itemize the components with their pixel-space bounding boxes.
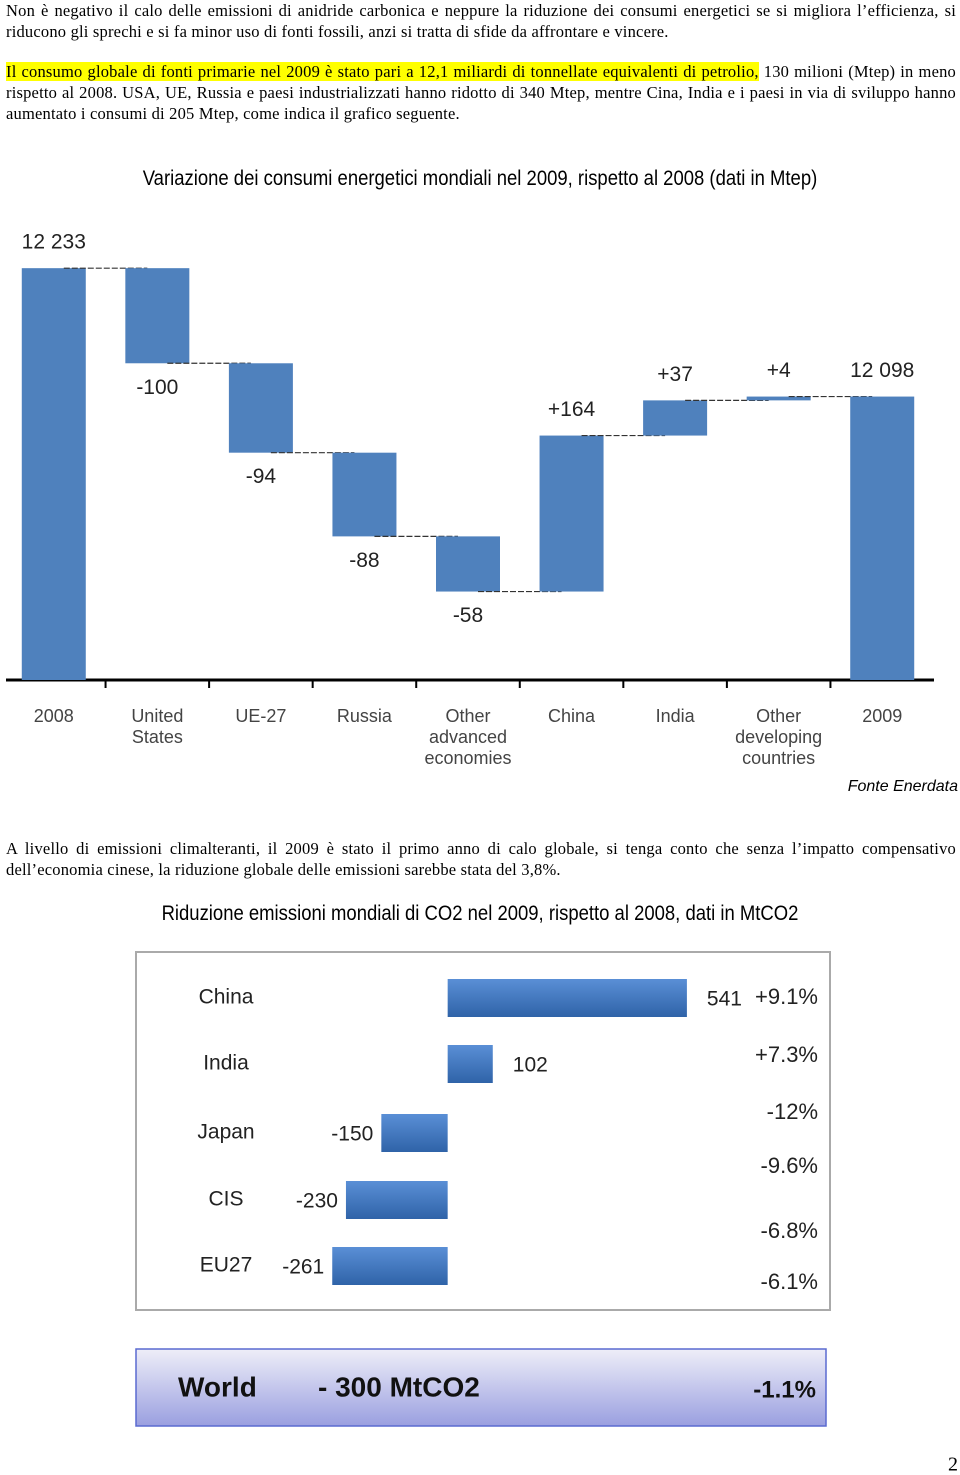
x-tick-label: India bbox=[655, 706, 695, 726]
highlighted-text: Il consumo globale di fonti primarie nel… bbox=[6, 62, 759, 81]
summary-label: World bbox=[178, 1371, 257, 1402]
y-tick-label: Japan bbox=[197, 1121, 254, 1144]
page-number: 2 bbox=[948, 1454, 958, 1475]
value-label: -88 bbox=[349, 549, 379, 572]
y-tick-label: China bbox=[199, 986, 254, 1009]
bar bbox=[436, 536, 500, 592]
annotation: +9.1% bbox=[755, 984, 818, 1009]
annotation: -6.1% bbox=[761, 1269, 818, 1294]
bar bbox=[643, 400, 708, 436]
bar bbox=[345, 1181, 448, 1219]
value-label: -261 bbox=[282, 1256, 324, 1279]
value-label: 102 bbox=[513, 1054, 548, 1077]
value-label: -58 bbox=[453, 604, 483, 627]
source: Fonte Enerdata bbox=[848, 778, 958, 795]
value-label: -150 bbox=[331, 1123, 373, 1146]
bar bbox=[539, 435, 604, 592]
bar bbox=[125, 268, 190, 364]
chart-title: Variazione dei consumi energetici mondia… bbox=[142, 167, 818, 190]
y-tick-label: CIS bbox=[208, 1188, 243, 1211]
bar bbox=[850, 396, 915, 680]
x-tick-label: United States bbox=[131, 706, 184, 747]
x-tick-label: UE-27 bbox=[235, 706, 287, 726]
summary-box bbox=[135, 1348, 827, 1427]
value-label: +4 bbox=[767, 359, 791, 382]
value-label: +164 bbox=[548, 398, 596, 421]
bar bbox=[332, 1247, 448, 1285]
bar bbox=[21, 268, 86, 680]
value-label: -100 bbox=[136, 376, 178, 399]
x-tick-label: 2009 bbox=[862, 706, 903, 726]
annotation: +7.3% bbox=[755, 1042, 818, 1067]
bar bbox=[746, 396, 811, 401]
annotation: -6.8% bbox=[761, 1218, 818, 1243]
y-tick-label: EU27 bbox=[200, 1254, 253, 1277]
paragraph: A livello di emissioni climalteranti, il… bbox=[6, 839, 956, 879]
bar bbox=[447, 979, 687, 1017]
annotation: -12% bbox=[767, 1099, 818, 1124]
x-tick-label: 2008 bbox=[33, 706, 74, 726]
summary-change: -1.1% bbox=[753, 1376, 816, 1403]
summary-value: - 300 MtCO2 bbox=[318, 1371, 480, 1402]
value-label: 541 bbox=[707, 988, 742, 1011]
bar bbox=[447, 1045, 493, 1083]
text: 130 milioni (Mtep) in meno rispetto al 2… bbox=[6, 62, 956, 123]
paragraph: Il consumo globale di fonti primarie nel… bbox=[6, 61, 956, 124]
x-tick-label: Russia bbox=[336, 706, 392, 726]
x-tick-label: Other advanced economies bbox=[424, 706, 512, 768]
value-label: 12 098 bbox=[850, 359, 914, 382]
bar bbox=[228, 363, 293, 453]
y-tick-label: India bbox=[203, 1052, 249, 1075]
x-tick-label: China bbox=[548, 706, 596, 726]
value-label: -94 bbox=[246, 465, 277, 488]
paragraph: Non è negativo il calo delle emissioni d… bbox=[6, 1, 956, 41]
value-label: +37 bbox=[657, 363, 693, 386]
bar bbox=[332, 452, 397, 537]
chart-title: Riduzione emissioni mondiali di CO2 nel … bbox=[161, 902, 799, 925]
bar bbox=[381, 1114, 448, 1152]
annotation: -9.6% bbox=[761, 1153, 818, 1178]
value-label: 12 233 bbox=[22, 231, 86, 254]
value-label: -230 bbox=[296, 1190, 338, 1213]
x-tick-label: Other developing countries bbox=[735, 706, 823, 768]
